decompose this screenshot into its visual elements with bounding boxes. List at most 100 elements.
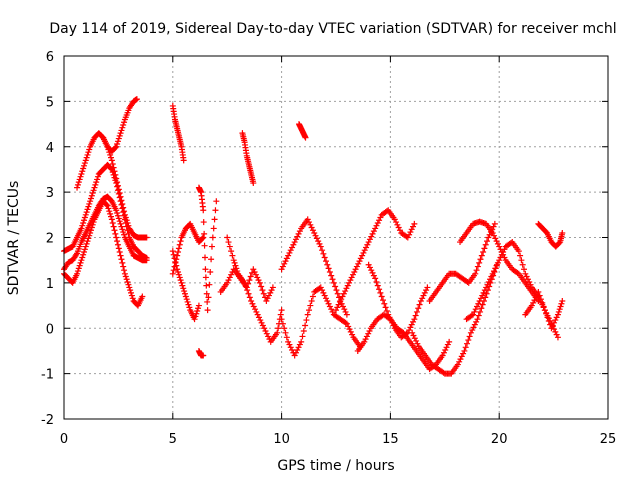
data-point [78, 170, 85, 177]
data-point [107, 210, 114, 217]
series-arc-j [239, 130, 257, 187]
data-point [292, 349, 299, 356]
data-point [406, 231, 413, 238]
data-point [470, 324, 477, 331]
data-point [110, 223, 117, 230]
data-point [178, 279, 185, 286]
series-arc-p [333, 207, 418, 314]
data-point [264, 295, 271, 302]
data-point [108, 213, 115, 220]
data-point [315, 238, 322, 245]
data-point [87, 227, 94, 234]
x-tick-label: 5 [169, 432, 177, 447]
data-point [291, 239, 298, 246]
data-point [342, 288, 349, 295]
data-point [440, 369, 447, 376]
data-point [553, 314, 560, 321]
data-point [80, 251, 87, 258]
data-point [302, 134, 309, 141]
data-point [203, 290, 210, 297]
data-point [411, 316, 418, 323]
data-point [484, 238, 491, 245]
data-point [365, 239, 372, 246]
data-point [483, 290, 490, 297]
y-tick-label: 5 [46, 95, 54, 110]
data-point [176, 274, 183, 281]
data-point [322, 295, 329, 302]
data-point [258, 319, 265, 326]
data-point [480, 249, 487, 256]
data-point [409, 329, 416, 336]
data-point [208, 243, 215, 250]
data-point [363, 333, 370, 340]
data-point [200, 234, 207, 241]
data-point [514, 269, 521, 276]
data-point [114, 212, 121, 219]
data-point [254, 311, 261, 318]
data-point [295, 344, 302, 351]
data-point [294, 233, 301, 240]
data-point [76, 176, 83, 183]
data-point [412, 312, 419, 319]
data-point [169, 248, 176, 255]
data-point [475, 300, 482, 307]
data-point [316, 240, 323, 247]
data-point [458, 353, 465, 360]
data-point [77, 259, 84, 266]
data-point [482, 241, 489, 248]
data-point [112, 177, 119, 184]
data-point [202, 254, 209, 261]
data-point [320, 289, 327, 296]
data-point [118, 201, 125, 208]
data-point [521, 266, 528, 273]
data-point [79, 222, 86, 229]
data-point [473, 267, 480, 274]
data-point [74, 184, 81, 191]
data-point [523, 273, 530, 280]
data-point [195, 302, 202, 309]
data-point [254, 274, 261, 281]
data-point [84, 238, 91, 245]
data-point [291, 352, 298, 359]
data-point [116, 132, 123, 139]
data-point [83, 240, 90, 247]
data-point [344, 282, 351, 289]
data-point [75, 265, 82, 272]
data-point [444, 341, 451, 348]
data-point [248, 298, 255, 305]
data-point [175, 271, 182, 278]
data-point [81, 160, 88, 167]
data-point [278, 266, 285, 273]
data-point [229, 268, 236, 275]
data-point [466, 333, 473, 340]
data-point [81, 214, 88, 221]
data-point [329, 308, 336, 315]
data-point [129, 295, 136, 302]
data-point [295, 230, 302, 237]
x-tick-label: 20 [491, 432, 508, 447]
data-point [334, 304, 341, 311]
data-point [258, 283, 265, 290]
data-point [177, 238, 184, 245]
data-point [121, 267, 128, 274]
data-point [202, 274, 209, 281]
y-tick-label: 1 [46, 277, 54, 292]
data-point [325, 265, 332, 272]
data-point [328, 306, 335, 313]
data-point [403, 330, 410, 337]
data-point [249, 269, 256, 276]
data-point [530, 299, 537, 306]
data-point [115, 135, 122, 142]
data-point [340, 290, 347, 297]
data-point [345, 323, 352, 330]
data-point [468, 312, 475, 319]
data-point [374, 219, 381, 226]
data-point [497, 254, 504, 261]
axis-ticks: 0 5 10 15 20 25 -2 -1 0 1 2 3 4 5 6 [41, 50, 616, 447]
data-point [307, 302, 314, 309]
data-point [424, 284, 431, 291]
data-point [489, 229, 496, 236]
data-point [483, 284, 490, 291]
data-point [104, 202, 111, 209]
data-point [124, 227, 131, 234]
